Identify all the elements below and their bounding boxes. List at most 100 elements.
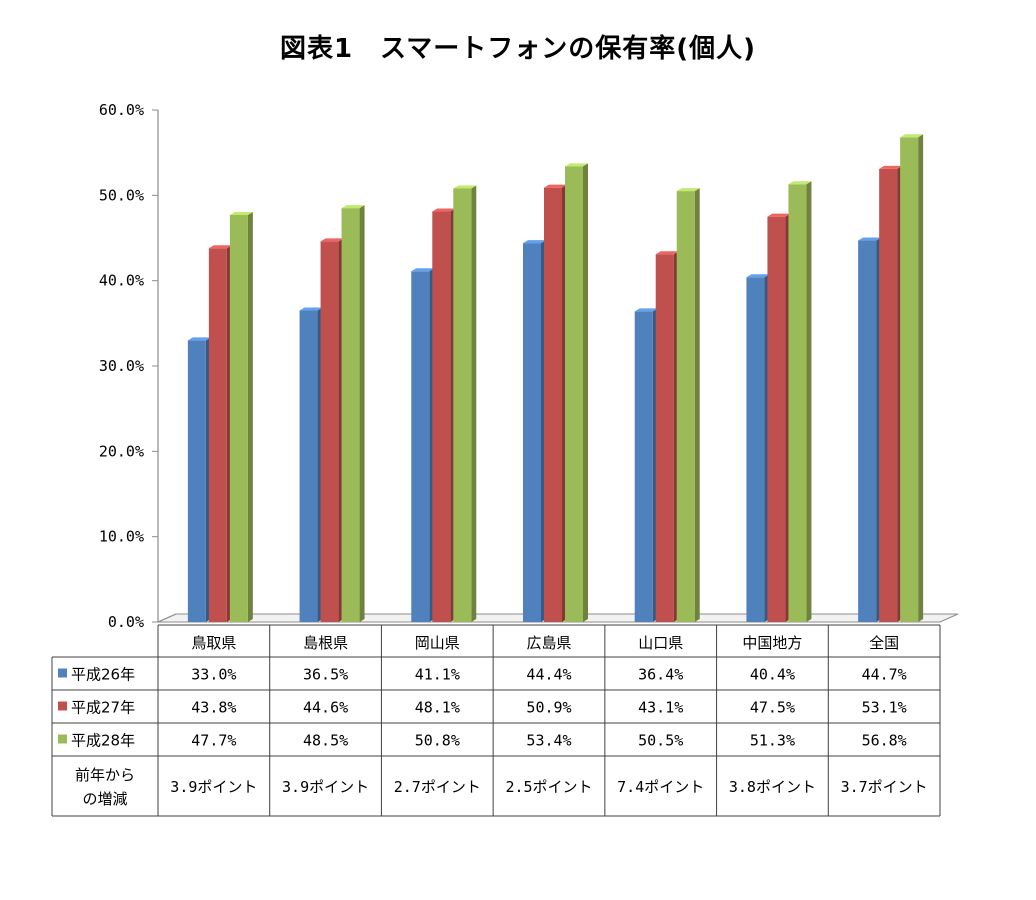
data-label: 41.1% (415, 666, 460, 684)
bar-top (746, 274, 770, 278)
bar (676, 191, 695, 623)
change-value: 3.9ポイント (170, 778, 257, 796)
bar (187, 340, 206, 622)
bar-side (247, 211, 253, 622)
bar-top (229, 211, 253, 215)
bar-top (767, 213, 791, 217)
category-label: 広島県 (526, 634, 571, 652)
bar (767, 216, 786, 622)
bar-top (432, 208, 456, 212)
data-label: 36.4% (638, 666, 683, 684)
bar (655, 254, 674, 623)
y-tick-label: 50.0% (99, 186, 144, 204)
data-label: 44.6% (303, 699, 348, 717)
data-label: 50.5% (638, 732, 683, 750)
bar (341, 208, 360, 622)
legend-label: 平成26年 (71, 666, 135, 684)
bar (544, 187, 562, 623)
bar (565, 166, 583, 622)
bar-top (900, 134, 924, 138)
data-label: 36.5% (303, 666, 348, 684)
y-axis-depth-line (157, 613, 177, 623)
bar-top (788, 181, 812, 185)
bar (858, 240, 877, 622)
y-tick-label: 60.0% (99, 101, 144, 119)
bar-top (187, 337, 211, 341)
data-label: 43.8% (191, 699, 236, 717)
y-tick-label: 10.0% (99, 528, 144, 546)
bar (208, 248, 227, 623)
bar-top (523, 240, 546, 244)
category-label: 中国地方 (742, 634, 802, 652)
category-label: 山口県 (638, 634, 683, 652)
bar (229, 214, 248, 622)
data-label: 53.4% (526, 732, 571, 750)
y-tick-label: 30.0% (99, 357, 144, 375)
bar (432, 211, 451, 622)
bar-top (208, 245, 232, 249)
change-row-label: の増減 (82, 790, 127, 808)
data-label: 56.8% (862, 732, 907, 750)
legend-label: 平成27年 (71, 699, 135, 717)
data-label: 47.5% (750, 699, 795, 717)
bar-side (806, 181, 812, 623)
bar-top (544, 184, 567, 188)
bar-top (634, 308, 658, 312)
data-label: 50.8% (415, 732, 460, 750)
change-value: 3.7ポイント (841, 778, 928, 796)
bar-side (471, 185, 477, 623)
change-row-label: 前年から (75, 766, 135, 784)
bar-side (694, 188, 700, 623)
category-label: 岡山県 (415, 634, 460, 652)
category-label: 島根県 (303, 634, 348, 652)
y-tick-label: 20.0% (99, 442, 144, 460)
change-value: 3.9ポイント (282, 778, 369, 796)
change-value: 2.5ポイント (505, 778, 592, 796)
bar (634, 311, 653, 622)
bar-side (583, 163, 588, 622)
bar-top (879, 165, 903, 169)
change-value: 3.8ポイント (729, 778, 816, 796)
y-tick-label: 0.0% (108, 613, 144, 631)
data-label: 47.7% (191, 732, 236, 750)
category-label: 鳥取県 (191, 634, 236, 652)
bar-top (676, 188, 700, 192)
bar-top (453, 185, 477, 189)
chart-title: 図表1 スマートフォンの保有率(個人) (279, 34, 757, 64)
bar-top (411, 268, 435, 272)
bar (320, 241, 339, 622)
legend-key (58, 734, 67, 744)
data-label: 43.1% (638, 699, 683, 717)
bar (453, 188, 472, 623)
bar (299, 310, 318, 622)
bar-top (858, 237, 882, 241)
y-tick-label: 40.0% (99, 272, 144, 290)
data-label: 40.4% (750, 666, 795, 684)
bar-side (918, 134, 924, 622)
category-label: 全国 (869, 634, 899, 652)
data-label: 48.1% (415, 699, 460, 717)
legend-label: 平成28年 (71, 732, 135, 750)
bar-side (359, 205, 365, 622)
data-label: 53.1% (862, 699, 907, 717)
data-label: 44.4% (526, 666, 571, 684)
bar (788, 184, 807, 623)
data-label: 44.7% (862, 666, 907, 684)
bar (900, 137, 919, 622)
bar-top (341, 205, 365, 209)
bar (879, 168, 898, 622)
bar (411, 271, 430, 622)
bar-top (299, 307, 323, 311)
bar (746, 277, 765, 622)
bar-top (655, 251, 679, 255)
change-value: 7.4ポイント (617, 778, 704, 796)
bar-top (320, 238, 344, 242)
data-label: 50.9% (526, 699, 571, 717)
bar-top (565, 163, 588, 167)
legend-key (58, 701, 67, 711)
data-label: 48.5% (303, 732, 348, 750)
bar (523, 243, 541, 622)
change-value: 2.7ポイント (394, 778, 481, 796)
data-label: 33.0% (191, 666, 236, 684)
